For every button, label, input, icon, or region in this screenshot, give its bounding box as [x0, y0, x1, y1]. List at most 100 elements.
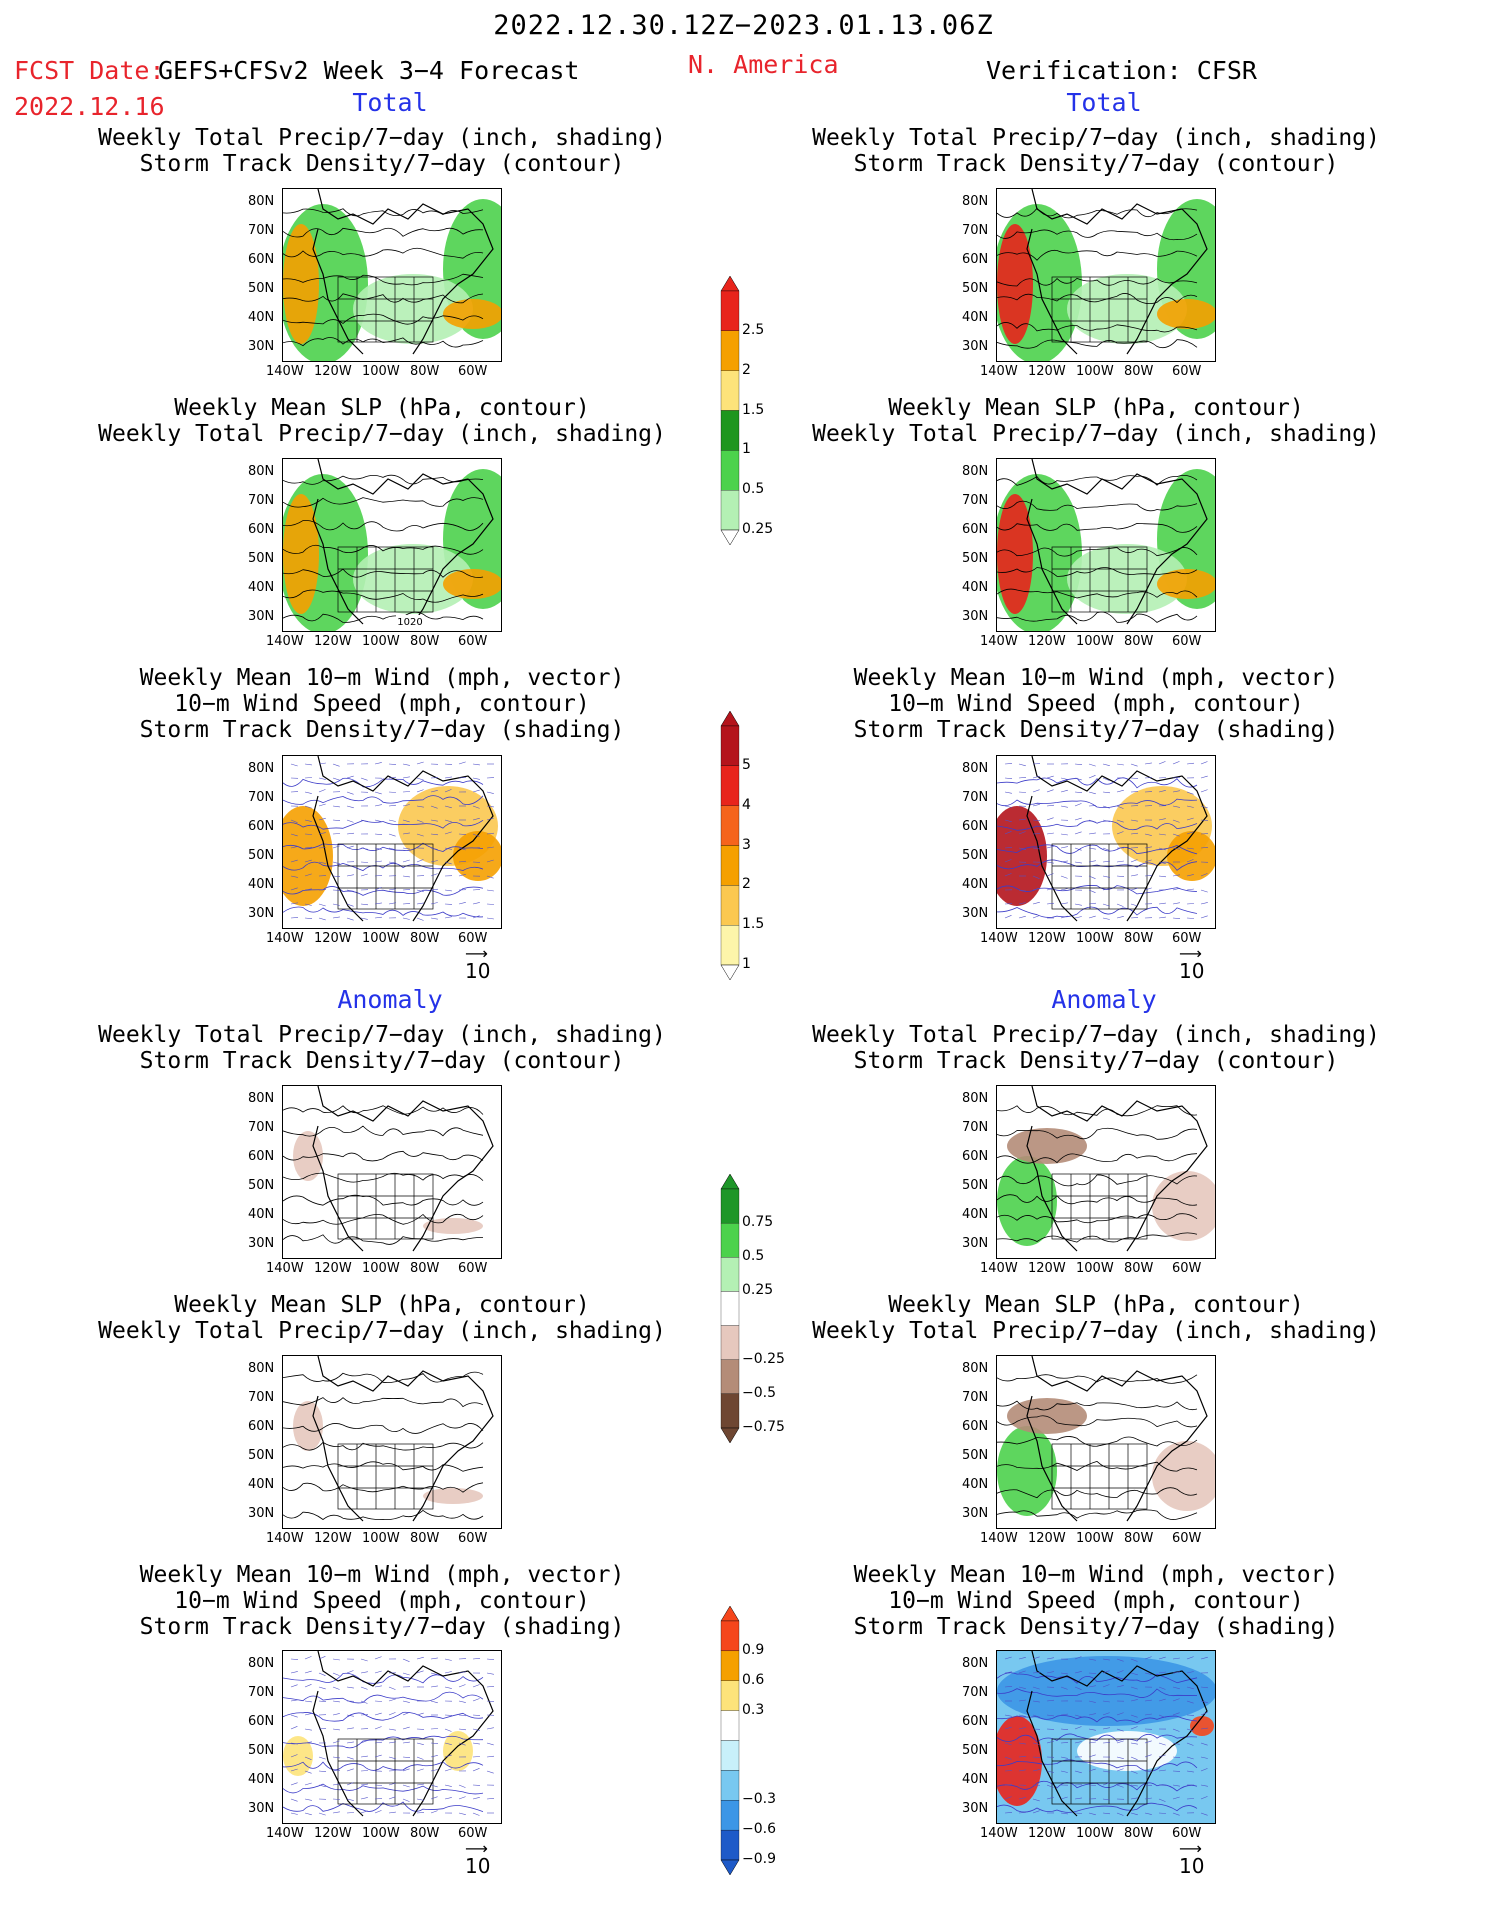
- state-boundaries: [1051, 546, 1148, 613]
- lon-label: 100W: [1076, 1261, 1114, 1276]
- period-title: 2022.12.30.12Z−2023.01.13.06Z: [493, 10, 994, 41]
- map-panel-verification-precip_storm: [996, 1085, 1216, 1259]
- panel-title-line: Weekly Mean 10−m Wind (mph, vector): [853, 1562, 1339, 1588]
- map-panel-verification-slp_precip: [996, 1355, 1216, 1529]
- precip-max-shade: [997, 224, 1033, 344]
- panel-title-line: Weekly Total Precip/7−day (inch, shading…: [98, 1318, 666, 1344]
- storm-pacific-shade: [283, 806, 333, 906]
- map-panel-forecast-slp_precip: [282, 1355, 502, 1529]
- wind-vectors: [1004, 761, 1209, 920]
- lon-label: 120W: [1028, 1826, 1066, 1841]
- lat-label: 60N: [248, 1714, 275, 1729]
- lat-label: 60N: [248, 522, 275, 537]
- lat-label: 40N: [962, 1772, 989, 1787]
- anom-dry-east-shade: [423, 1218, 483, 1234]
- verification-label: Verification: CFSR: [986, 56, 1257, 85]
- contour-label: 1020: [396, 615, 424, 628]
- colorbar-top-arrow: [720, 1605, 740, 1622]
- fcst-date: 2022.12.16: [14, 92, 165, 121]
- colorbar-bottom-arrow: [720, 1859, 740, 1876]
- colorbar-label: 1: [742, 956, 751, 972]
- lat-label: 80N: [248, 194, 275, 209]
- colorbar-segment: [720, 845, 740, 886]
- lat-label: 80N: [248, 464, 275, 479]
- precip-atlantic-shade: [1157, 299, 1215, 329]
- vector-reference: ⟶ 10: [1179, 944, 1205, 984]
- lat-label: 50N: [962, 1448, 989, 1463]
- wind-vectors: [290, 761, 495, 921]
- stanom-negative-shade: [997, 1656, 1215, 1726]
- colorbar-label: −0.75: [742, 1419, 785, 1435]
- lon-label: 100W: [1076, 364, 1114, 379]
- colorbar-label: 0.5: [742, 1248, 765, 1265]
- colorbar-segment: [720, 1740, 740, 1771]
- lon-label: 120W: [1028, 1261, 1066, 1276]
- lon-label: 120W: [1028, 634, 1066, 649]
- lat-label: 50N: [962, 848, 989, 863]
- lat-label: 70N: [962, 223, 989, 238]
- precip-atlantic-shade: [443, 299, 501, 329]
- lon-label: 100W: [1076, 634, 1114, 649]
- lat-label: 40N: [962, 1477, 989, 1492]
- coastline: [312, 189, 494, 355]
- lat-label: 70N: [248, 493, 275, 508]
- anom-dry-east-shade: [423, 1488, 483, 1504]
- colorbar-label: −0.3: [742, 1791, 776, 1808]
- lon-label: 80W: [1124, 1826, 1154, 1841]
- panel-title-line: Storm Track Density/7−day (contour): [853, 1048, 1339, 1074]
- state-boundaries: [1051, 1738, 1148, 1805]
- lon-label: 120W: [1028, 931, 1066, 946]
- lon-label: 60W: [458, 634, 488, 649]
- wind-vectors: [290, 1656, 495, 1816]
- svg-text:1020: 1020: [397, 617, 422, 628]
- colorbar-segment: [720, 330, 740, 371]
- lat-label: 50N: [248, 551, 275, 566]
- anom-dry-shade: [1007, 1128, 1087, 1164]
- lat-label: 40N: [962, 877, 989, 892]
- contour-lines: [997, 1672, 1198, 1813]
- lat-label: 80N: [248, 1656, 275, 1671]
- colorbar-segment: [720, 725, 740, 766]
- colorbar-storm-total: [720, 710, 740, 981]
- anom-dry-east-shade: [1152, 1171, 1215, 1241]
- stanom-neutral-shade: [1077, 1731, 1177, 1771]
- map-panel-forecast-slp_precip: 1020: [282, 458, 502, 632]
- colorbar-segment: [720, 1188, 740, 1224]
- colorbar-segment: [720, 490, 740, 531]
- lon-label: 60W: [458, 1531, 488, 1546]
- lat-label: 50N: [248, 1743, 275, 1758]
- colorbar-label: −0.9: [742, 1851, 776, 1867]
- lat-label: 80N: [248, 761, 275, 776]
- lon-label: 100W: [362, 634, 400, 649]
- panel-title-line: Weekly Total Precip/7−day (inch, shading…: [812, 1318, 1380, 1344]
- colorbar-segment: [720, 1393, 740, 1429]
- panel-title-line: Weekly Mean 10−m Wind (mph, vector): [139, 665, 625, 691]
- lat-label: 30N: [962, 609, 989, 624]
- lon-label: 80W: [1124, 634, 1154, 649]
- lat-label: 50N: [248, 848, 275, 863]
- colorbar-label: 0.3: [742, 1701, 765, 1718]
- colorbar-segment: [720, 805, 740, 846]
- lat-label: 60N: [962, 522, 989, 537]
- precip-max-shade: [283, 224, 319, 344]
- lon-label: 80W: [1124, 364, 1154, 379]
- panel-title-line: Weekly Mean SLP (hPa, contour): [888, 395, 1304, 421]
- colorbar-label: 4: [742, 796, 751, 813]
- lat-label: 60N: [962, 1149, 989, 1164]
- panel-title-line: Weekly Total Precip/7−day (inch, shading…: [812, 421, 1380, 447]
- panel-title-line: Weekly Total Precip/7−day (inch, shading…: [98, 125, 666, 151]
- lon-label: 120W: [1028, 364, 1066, 379]
- precip-interior-shade: [353, 274, 473, 344]
- lon-label: 140W: [980, 634, 1018, 649]
- lat-label: 60N: [962, 1714, 989, 1729]
- lat-label: 70N: [962, 1685, 989, 1700]
- coastline: [1026, 459, 1208, 625]
- colorbar-label: 2: [742, 361, 751, 378]
- lat-label: 60N: [248, 819, 275, 834]
- storm-pacific-shade: [997, 806, 1047, 906]
- map-panel-forecast-precip_storm: [282, 1085, 502, 1259]
- panel-title-line: Weekly Total Precip/7−day (inch, shading…: [812, 1022, 1380, 1048]
- lon-label: 120W: [314, 931, 352, 946]
- colorbar-label: −0.5: [742, 1384, 776, 1401]
- lat-label: 40N: [248, 310, 275, 325]
